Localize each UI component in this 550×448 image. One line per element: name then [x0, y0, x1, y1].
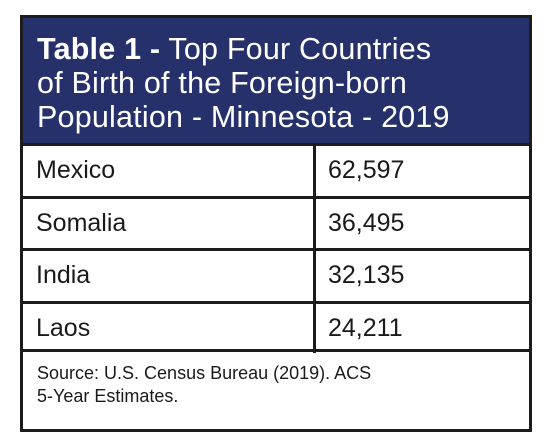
table-row: Mexico 62,597	[23, 143, 529, 196]
table-title-text: Top Four Countries	[168, 32, 432, 66]
table-header: Table 1 - Top Four Countries of Birth of…	[23, 18, 529, 143]
table-number: Table 1 -	[37, 32, 161, 66]
value-cell: 24,211	[328, 313, 403, 342]
table-title-line-2: of Birth of the Foreign-born	[37, 66, 408, 100]
table-row: India 32,135	[23, 248, 529, 301]
table-row: Somalia 36,495	[23, 195, 529, 248]
table-row: Laos 24,211	[23, 300, 529, 353]
source-line-1: Source: U.S. Census Bureau (2019). ACS	[37, 363, 372, 383]
value-cell: 62,597	[328, 156, 405, 185]
table-body: Mexico 62,597 Somalia 36,495 India 32,13…	[23, 143, 529, 353]
country-cell: Mexico	[23, 146, 316, 196]
source-note: Source: U.S. Census Bureau (2019). ACS 5…	[23, 349, 529, 429]
value-cell: 36,495	[328, 208, 405, 237]
country-cell: Laos	[23, 303, 316, 353]
value-cell: 32,135	[328, 261, 405, 290]
table-title-line-3: Population - Minnesota - 2019	[37, 100, 450, 134]
table-title-line-1: Table 1 - Top Four Countries	[37, 32, 517, 66]
country-cell: India	[23, 251, 316, 301]
data-table: Table 1 - Top Four Countries of Birth of…	[20, 15, 532, 432]
source-line-2: 5-Year Estimates.	[37, 386, 179, 406]
country-cell: Somalia	[23, 198, 316, 248]
